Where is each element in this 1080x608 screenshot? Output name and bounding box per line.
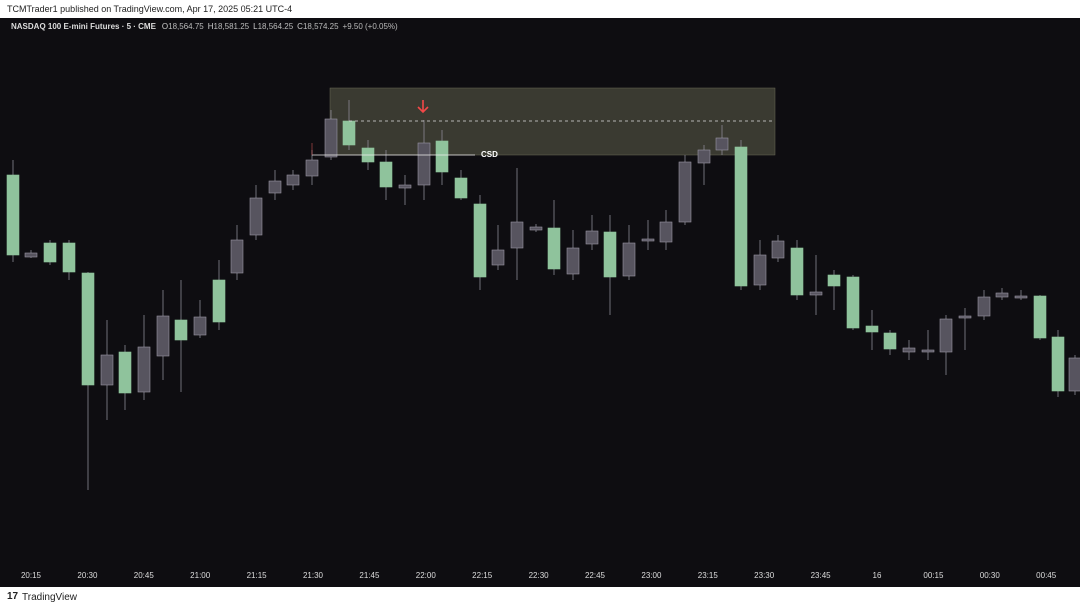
candle-body — [249, 197, 263, 236]
publish-bar: TCMTrader1 published on TradingView.com,… — [0, 0, 1080, 18]
csd-label: CSD — [481, 150, 498, 159]
candle-body — [659, 221, 673, 243]
candle-body — [454, 177, 468, 199]
candle-body — [715, 137, 729, 151]
down-arrow — [417, 100, 429, 114]
time-label: 00:30 — [980, 571, 1001, 580]
candle-body — [921, 349, 935, 353]
candle-body — [491, 249, 505, 266]
candle-body — [435, 140, 449, 173]
candle-body — [827, 274, 841, 287]
ohlc-key: O — [162, 22, 168, 31]
candle-body — [1014, 295, 1028, 299]
ohlc-key: L — [253, 22, 258, 31]
time-label: 23:45 — [811, 571, 832, 580]
time-label: 21:15 — [247, 571, 268, 580]
candle-body — [622, 242, 636, 277]
ohlc-value: 18,581.25 — [214, 22, 250, 31]
time-label: 23:15 — [698, 571, 719, 580]
candle-body — [473, 203, 487, 278]
logo: 17 — [7, 591, 19, 602]
candle-body — [286, 174, 300, 186]
legend: NASDAQ 100 E-mini Futures · 5 · CME O18,5… — [11, 22, 398, 31]
candle-body — [846, 276, 860, 329]
time-label: 16 — [873, 571, 882, 580]
time-label: 23:30 — [754, 571, 775, 580]
chart-area: CSD NASDAQ 100 E-mini Futures · 5 · CME O… — [0, 18, 1080, 587]
time-axis: 20:15 20:30 20:45 21:00 21:15 21:30 21:45 22:00… — [21, 571, 1057, 580]
candle-body — [1033, 295, 1047, 339]
candle-body — [865, 325, 879, 333]
time-label: 22:30 — [529, 571, 550, 580]
candle-body — [379, 161, 393, 188]
candle-body — [230, 239, 244, 274]
brand: TradingView — [22, 592, 78, 603]
candle-body — [100, 354, 114, 386]
ohlc-key: C — [297, 22, 303, 31]
candle-body — [398, 184, 412, 189]
candle-body — [342, 120, 356, 146]
candle-body — [809, 291, 823, 296]
candle-body — [902, 347, 916, 353]
candle-body — [585, 230, 599, 245]
ohlc-key: H — [208, 22, 214, 31]
time-label: 21:45 — [359, 571, 380, 580]
candle-body — [510, 221, 524, 249]
candle-body — [977, 296, 991, 317]
ohlc-value: 18,564.25 — [258, 22, 294, 31]
time-label: 22:00 — [416, 571, 437, 580]
candle-body — [305, 159, 319, 177]
ohlc-value: 18,574.25 — [303, 22, 339, 31]
published-note: TCMTrader1 published on TradingView.com,… — [7, 4, 293, 14]
candle-body — [24, 252, 38, 258]
time-label: 21:30 — [303, 571, 324, 580]
candle-body — [641, 238, 655, 242]
candles — [6, 100, 1080, 490]
time-label: 20:45 — [134, 571, 155, 580]
candle-body — [62, 242, 76, 273]
candle-body — [529, 226, 543, 231]
candle-body — [156, 315, 170, 357]
candle-body — [790, 247, 804, 296]
candle-body — [678, 161, 692, 223]
candle-body — [1051, 336, 1065, 392]
candle-body — [603, 231, 617, 278]
candle-body — [212, 279, 226, 323]
candle-body — [734, 146, 748, 287]
candle-body — [417, 142, 431, 186]
candle-body — [995, 292, 1009, 298]
time-label: 00:45 — [1036, 571, 1057, 580]
candle-body — [137, 346, 151, 393]
candle-body — [566, 247, 580, 275]
candle-body — [268, 180, 282, 194]
time-label: 00:15 — [923, 571, 944, 580]
candle-body — [81, 272, 95, 386]
candle-body — [753, 254, 767, 286]
candle-body — [43, 242, 57, 263]
candle-body — [883, 332, 897, 350]
time-label: 23:00 — [641, 571, 662, 580]
candle-body — [6, 174, 20, 256]
time-label: 22:15 — [472, 571, 493, 580]
candle-body — [1068, 357, 1080, 392]
candle-body — [118, 351, 132, 394]
footer: 17 TradingView — [0, 587, 1080, 608]
supply-zone — [329, 87, 776, 156]
candle-body — [324, 118, 338, 158]
candle-body — [697, 149, 711, 164]
change: +9.50 (+0.05%) — [343, 22, 398, 31]
candle-body — [547, 227, 561, 270]
time-label: 21:00 — [190, 571, 211, 580]
candle-body — [193, 316, 207, 336]
ohlc-value: 18,564.75 — [168, 22, 204, 31]
candle-body — [939, 318, 953, 353]
candle-body — [771, 240, 785, 259]
time-label: 20:15 — [21, 571, 42, 580]
time-label: 22:45 — [585, 571, 606, 580]
candle-body — [958, 315, 972, 319]
candle-body — [174, 319, 188, 341]
symbol: NASDAQ 100 E-mini Futures · 5 · CME — [11, 22, 157, 31]
time-label: 20:30 — [77, 571, 98, 580]
